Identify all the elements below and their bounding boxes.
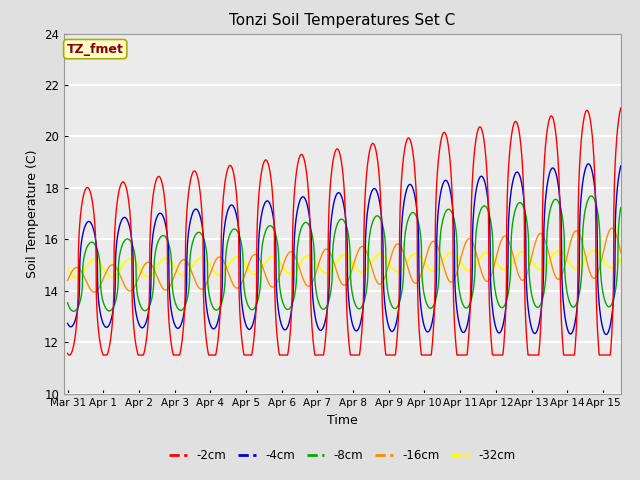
Title: Tonzi Soil Temperatures Set C: Tonzi Soil Temperatures Set C <box>229 13 456 28</box>
Legend: -2cm, -4cm, -8cm, -16cm, -32cm: -2cm, -4cm, -8cm, -16cm, -32cm <box>164 444 520 467</box>
Text: TZ_fmet: TZ_fmet <box>67 43 124 56</box>
X-axis label: Time: Time <box>327 414 358 427</box>
Y-axis label: Soil Temperature (C): Soil Temperature (C) <box>26 149 38 278</box>
